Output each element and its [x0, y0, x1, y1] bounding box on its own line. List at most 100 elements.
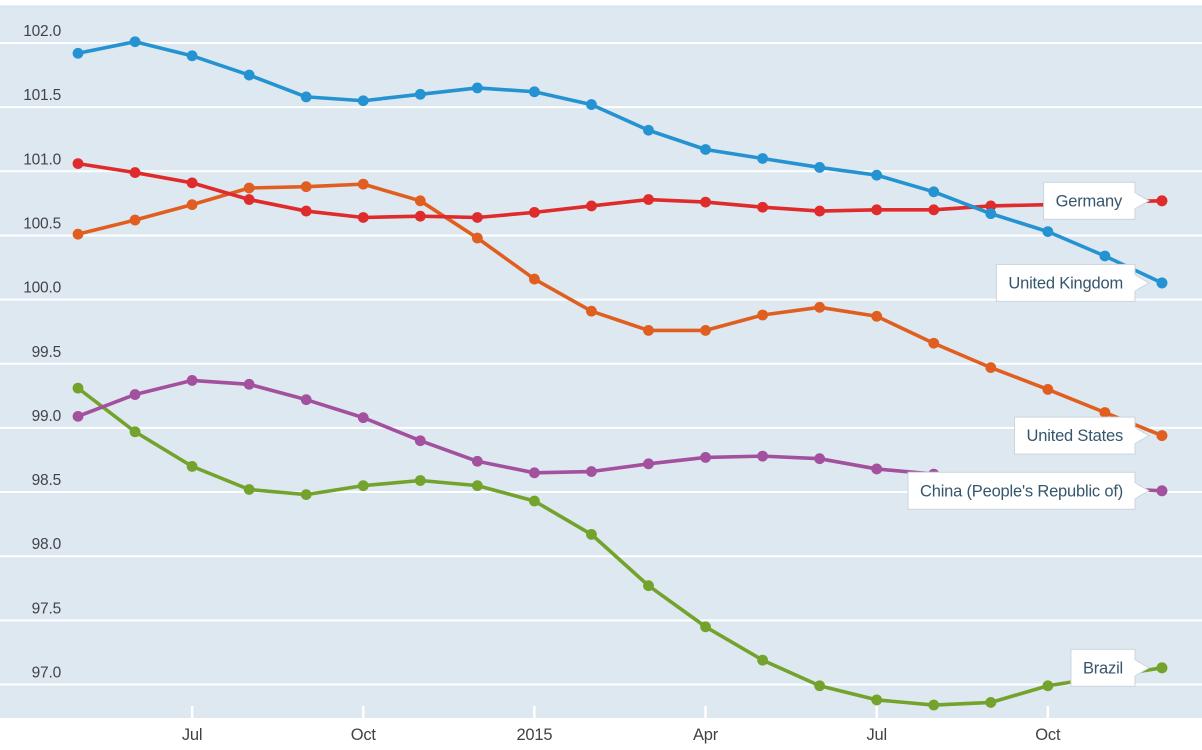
data-point[interactable]: [985, 697, 997, 708]
data-point-last[interactable]: [1156, 485, 1168, 497]
data-point[interactable]: [414, 475, 426, 486]
data-point[interactable]: [471, 480, 483, 492]
data-point[interactable]: [243, 378, 255, 390]
data-point[interactable]: [985, 200, 997, 212]
data-point[interactable]: [586, 200, 597, 212]
data-point[interactable]: [357, 95, 369, 107]
data-point[interactable]: [985, 208, 997, 220]
data-point[interactable]: [1099, 407, 1111, 418]
data-point[interactable]: [814, 680, 826, 692]
data-point[interactable]: [985, 362, 997, 373]
data-point[interactable]: [471, 82, 483, 94]
data-point[interactable]: [300, 181, 312, 193]
series-label-united-states[interactable]: United States: [1014, 416, 1168, 455]
data-point[interactable]: [529, 206, 540, 218]
data-point[interactable]: [757, 654, 768, 666]
data-point[interactable]: [300, 394, 312, 406]
data-point[interactable]: [757, 153, 768, 164]
series-label-united-kingdom[interactable]: United Kingdom: [995, 263, 1168, 302]
data-point[interactable]: [243, 484, 255, 495]
data-point[interactable]: [129, 389, 141, 400]
data-point[interactable]: [928, 699, 940, 711]
data-point[interactable]: [1042, 384, 1054, 395]
data-point[interactable]: [243, 194, 255, 205]
data-point[interactable]: [471, 455, 483, 467]
data-point[interactable]: [186, 375, 198, 386]
data-point[interactable]: [1042, 680, 1054, 692]
data-point[interactable]: [700, 621, 711, 633]
data-point[interactable]: [871, 463, 883, 475]
data-point[interactable]: [1042, 226, 1054, 238]
data-point[interactable]: [586, 466, 597, 477]
data-point[interactable]: [72, 158, 84, 170]
data-point-last[interactable]: [1156, 662, 1168, 674]
data-point[interactable]: [300, 205, 312, 217]
data-point[interactable]: [586, 99, 597, 110]
data-point[interactable]: [357, 412, 369, 424]
data-point[interactable]: [586, 305, 597, 317]
data-point[interactable]: [643, 124, 654, 136]
data-point[interactable]: [757, 309, 768, 321]
data-point-last[interactable]: [1156, 430, 1168, 441]
data-point[interactable]: [471, 212, 483, 223]
data-point[interactable]: [529, 495, 540, 507]
data-point[interactable]: [186, 50, 198, 62]
data-point[interactable]: [72, 410, 84, 422]
data-point[interactable]: [700, 324, 711, 336]
x-axis-label: Jul: [866, 726, 887, 744]
data-point[interactable]: [186, 460, 198, 472]
data-point[interactable]: [129, 214, 141, 226]
data-point[interactable]: [414, 435, 426, 447]
data-point[interactable]: [129, 36, 141, 48]
data-point[interactable]: [700, 196, 711, 208]
data-point[interactable]: [414, 88, 426, 100]
data-point[interactable]: [700, 144, 711, 155]
data-point[interactable]: [129, 426, 141, 438]
data-point[interactable]: [700, 452, 711, 463]
data-point[interactable]: [529, 273, 540, 285]
data-point[interactable]: [757, 450, 768, 462]
data-point[interactable]: [757, 201, 768, 213]
data-point[interactable]: [928, 204, 940, 216]
series-label-china-people-s-republic-of[interactable]: China (People's Republic of): [907, 471, 1168, 510]
data-point[interactable]: [357, 480, 369, 492]
data-point[interactable]: [871, 204, 883, 216]
series-label-germany[interactable]: Germany: [1043, 181, 1168, 220]
data-point[interactable]: [186, 177, 198, 189]
data-point[interactable]: [243, 182, 255, 194]
data-point-last[interactable]: [1156, 277, 1168, 289]
data-point[interactable]: [1099, 250, 1111, 262]
data-point[interactable]: [643, 324, 654, 336]
data-point[interactable]: [928, 337, 940, 349]
data-point[interactable]: [357, 212, 369, 223]
data-point[interactable]: [871, 169, 883, 181]
data-point[interactable]: [471, 232, 483, 244]
data-point[interactable]: [414, 195, 426, 207]
data-point[interactable]: [72, 228, 84, 240]
data-point[interactable]: [871, 694, 883, 706]
data-point[interactable]: [300, 91, 312, 103]
data-point[interactable]: [814, 301, 826, 313]
data-point[interactable]: [814, 205, 826, 217]
data-point[interactable]: [357, 178, 369, 190]
data-point[interactable]: [928, 186, 940, 198]
data-point[interactable]: [643, 580, 654, 592]
data-point[interactable]: [72, 382, 84, 394]
data-point[interactable]: [243, 69, 255, 81]
data-point[interactable]: [643, 194, 654, 205]
y-axis-label: 98.5: [32, 472, 61, 489]
data-point[interactable]: [814, 162, 826, 173]
data-point[interactable]: [129, 167, 141, 178]
data-point[interactable]: [72, 47, 84, 59]
series-label-brazil[interactable]: Brazil: [1070, 648, 1168, 687]
data-point[interactable]: [529, 467, 540, 479]
data-point-last[interactable]: [1156, 195, 1168, 207]
data-point[interactable]: [529, 86, 540, 98]
data-point[interactable]: [871, 310, 883, 322]
data-point[interactable]: [586, 528, 597, 540]
data-point[interactable]: [300, 489, 312, 501]
data-point[interactable]: [186, 199, 198, 211]
data-point[interactable]: [414, 210, 426, 222]
data-point[interactable]: [643, 458, 654, 470]
data-point[interactable]: [814, 453, 826, 465]
